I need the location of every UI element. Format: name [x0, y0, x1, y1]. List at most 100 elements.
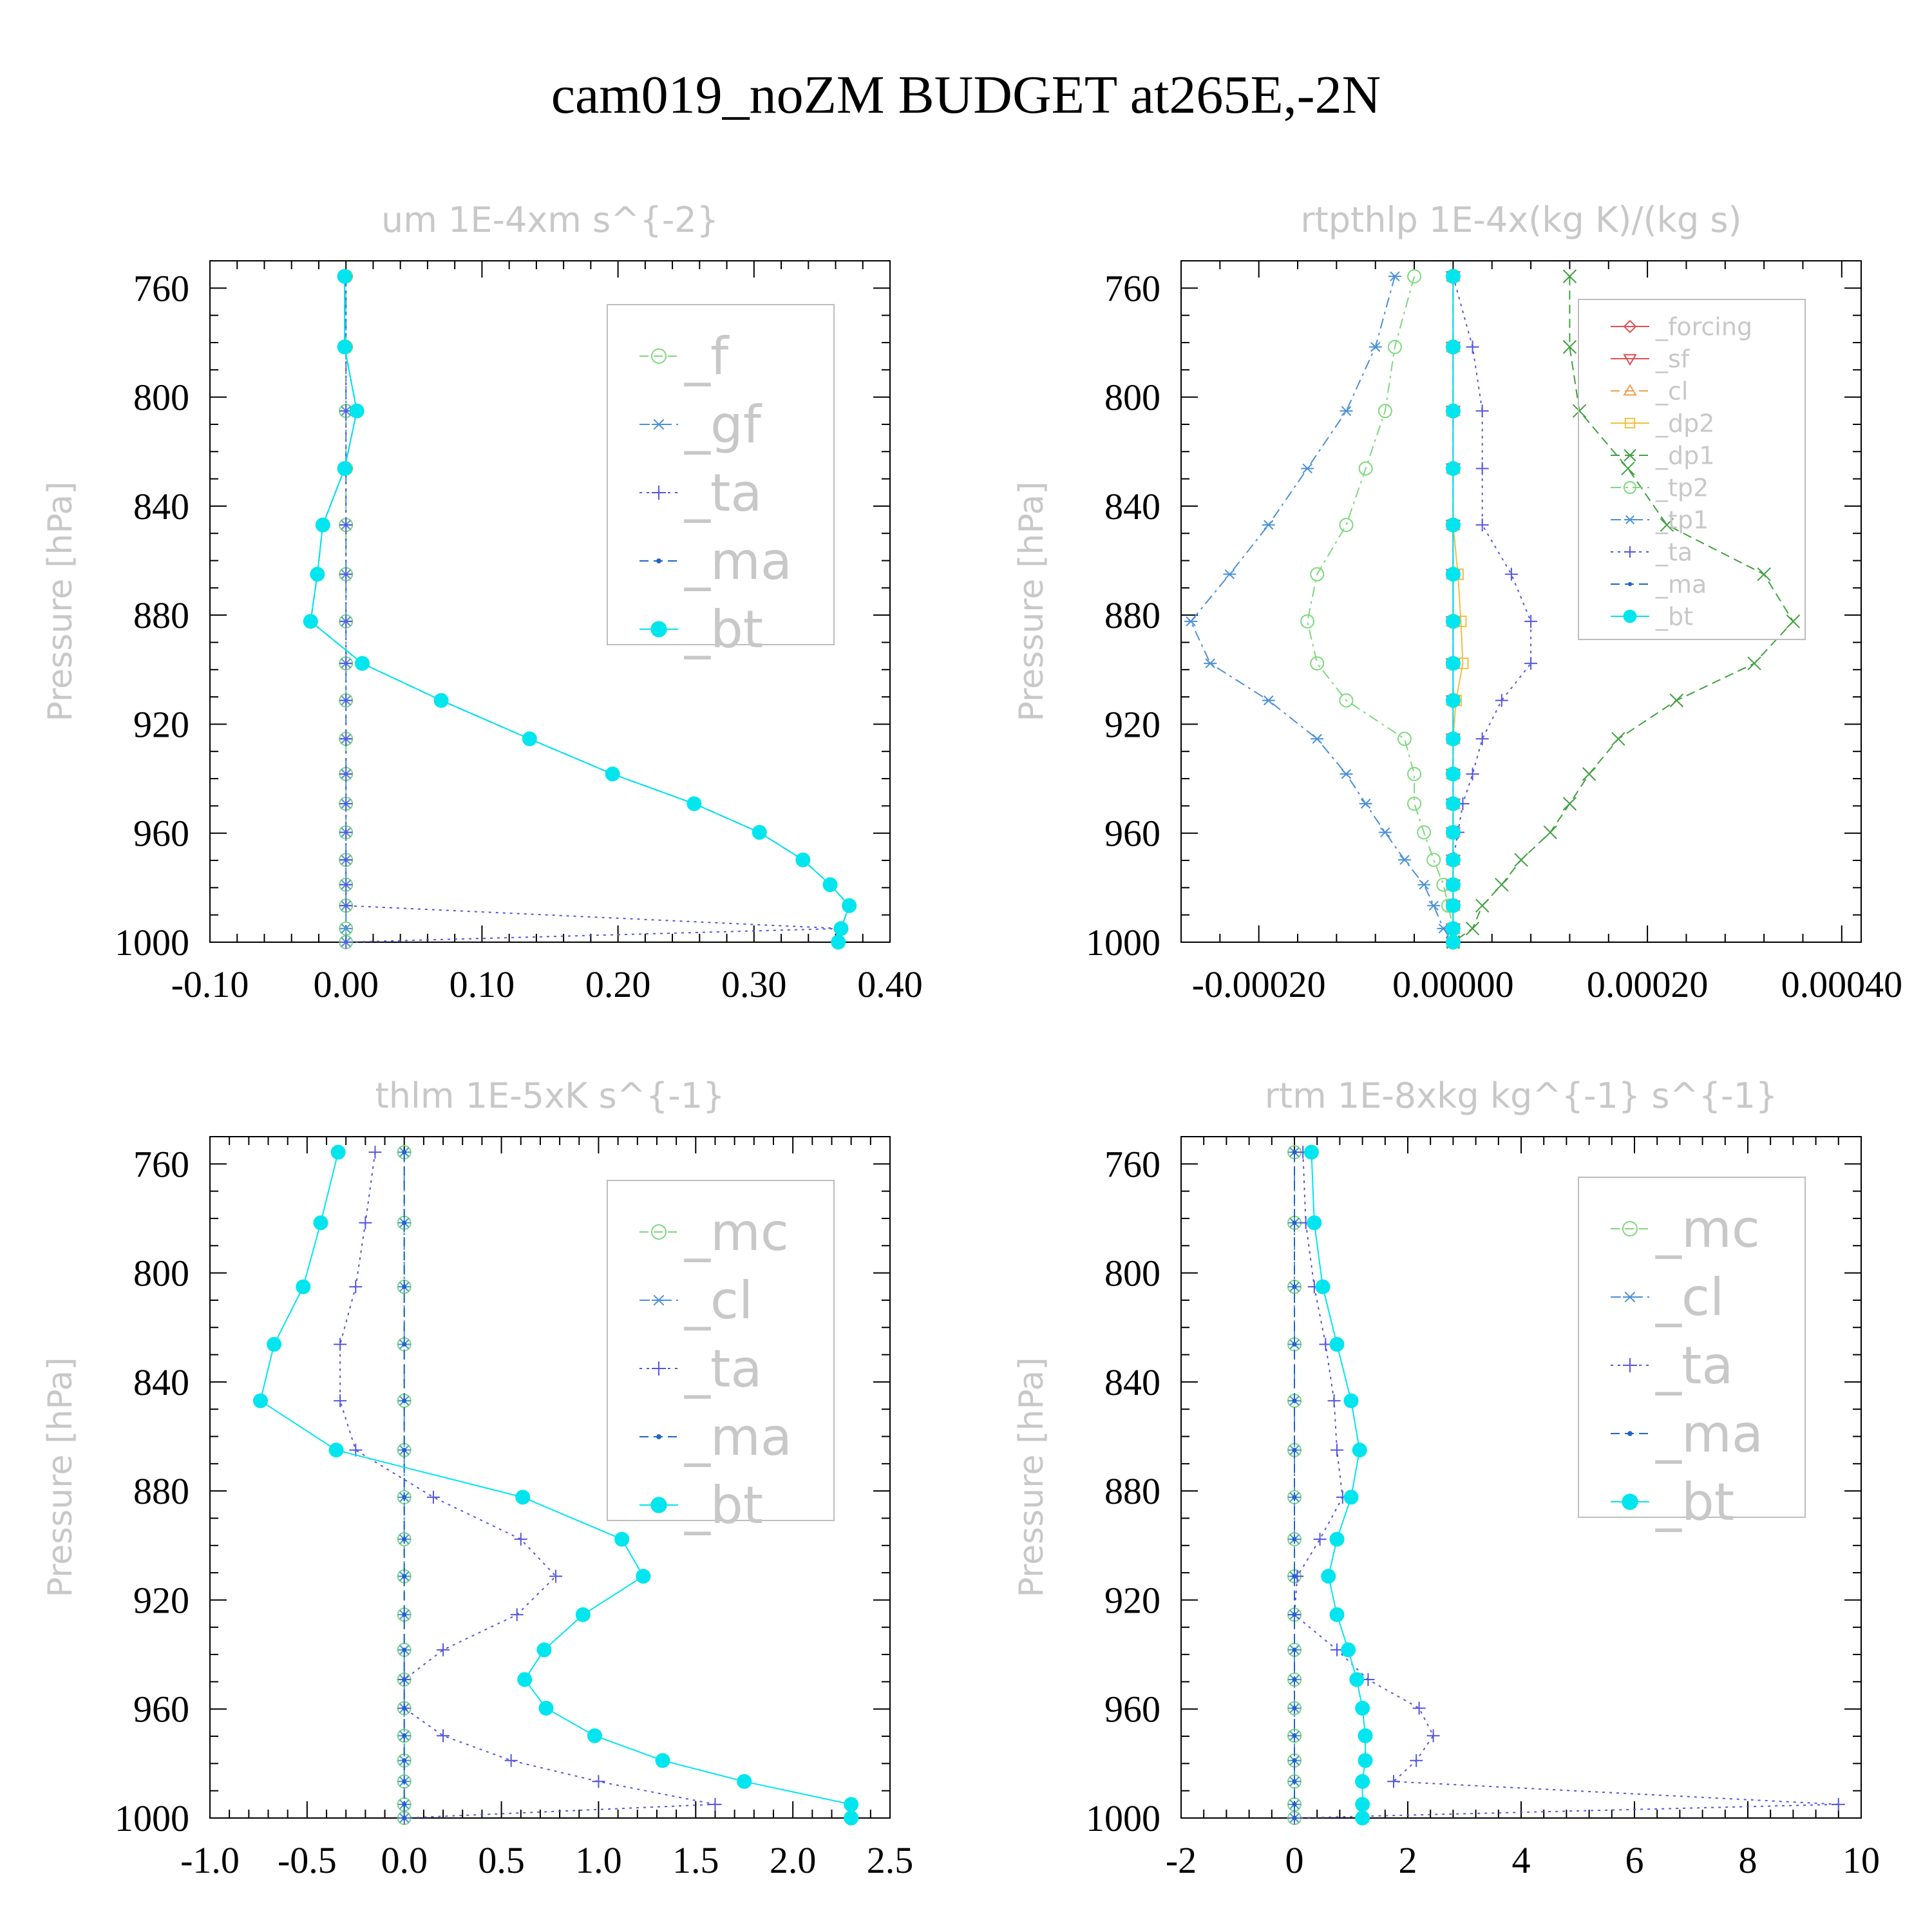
data-point	[1292, 1815, 1297, 1821]
x-tick-label: 2.5	[867, 1839, 914, 1881]
data-point	[1355, 1810, 1370, 1826]
data-point	[1445, 567, 1461, 582]
data-point	[1410, 1754, 1423, 1767]
data-point	[1292, 1779, 1297, 1784]
data-point	[1466, 340, 1479, 354]
legend-label: _ma	[1655, 570, 1707, 598]
series-line	[1307, 276, 1454, 942]
data-point	[1292, 1705, 1297, 1710]
legend-label: _ta	[1655, 1336, 1733, 1396]
data-point	[437, 1729, 450, 1743]
data-point	[339, 732, 353, 746]
data-point	[737, 1774, 752, 1789]
data-point	[1355, 1774, 1370, 1789]
legend: _f _gf _ta _ma _bt	[607, 304, 835, 659]
data-point	[1184, 616, 1198, 627]
data-point	[1355, 1797, 1370, 1812]
data-point	[1343, 1490, 1359, 1505]
y-tick-label: 880	[133, 594, 189, 636]
data-point	[402, 1284, 407, 1289]
data-point	[368, 1146, 382, 1159]
data-point	[1514, 853, 1528, 867]
data-point	[1445, 403, 1461, 419]
data-point	[1445, 766, 1461, 782]
data-point	[1292, 1448, 1297, 1453]
data-point	[252, 1393, 268, 1408]
data-point	[844, 1797, 859, 1812]
legend-label: _sf	[1655, 345, 1690, 373]
y-tick-label: 840	[1104, 486, 1160, 527]
data-point	[1292, 1150, 1297, 1155]
series-ta	[1288, 1146, 1845, 1824]
y-tick-label: 920	[1104, 1579, 1160, 1621]
legend-label: _bt	[1655, 1472, 1734, 1532]
data-point	[296, 1279, 311, 1294]
data-point	[1397, 732, 1412, 746]
data-point	[1407, 797, 1422, 811]
series-line	[310, 276, 850, 943]
data-point	[339, 567, 353, 581]
data-point	[1321, 1569, 1336, 1584]
data-point	[831, 934, 846, 950]
legend-label: _cl	[1655, 1267, 1724, 1327]
data-point	[339, 826, 353, 839]
legend-box	[607, 304, 835, 645]
legend-label: _bt	[684, 600, 763, 659]
data-point	[1292, 1341, 1297, 1347]
legend-label: _dp2	[1655, 409, 1714, 437]
y-tick-label: 800	[133, 377, 189, 419]
data-point	[1524, 657, 1538, 670]
x-tick-label: 6	[1625, 1839, 1644, 1881]
data-point	[1311, 734, 1324, 744]
data-point	[402, 1705, 407, 1710]
series-ma	[308, 274, 852, 945]
legend-label: _ta	[684, 1339, 762, 1399]
legend: _forcing _sf _cl _dp2 _dp1 _tp2 _tp1 _ta _ma _bt	[1578, 299, 1806, 640]
data-point	[842, 898, 857, 913]
data-point	[1358, 461, 1373, 476]
data-point	[1417, 825, 1432, 840]
data-point	[1292, 1495, 1297, 1500]
y-tick-label: 960	[1104, 813, 1160, 855]
legend-box	[1578, 299, 1806, 640]
legend-label: _tp2	[1655, 473, 1709, 502]
data-point	[833, 921, 849, 936]
y-tick-label: 800	[1104, 1253, 1160, 1294]
x-tick-label: 10	[1842, 1839, 1880, 1881]
data-point	[402, 1802, 407, 1807]
y-tick-label: 760	[1104, 267, 1160, 309]
data-point	[315, 517, 330, 533]
data-point	[1204, 658, 1217, 668]
data-point	[575, 1607, 591, 1622]
y-tick-label: 760	[133, 267, 189, 309]
data-point	[1223, 569, 1236, 580]
data-point	[402, 1733, 407, 1738]
data-point	[1378, 404, 1392, 419]
y-axis-label: Pressure [hPa]	[41, 482, 80, 722]
series-line	[310, 276, 850, 943]
legend-box	[1578, 1177, 1806, 1518]
data-point	[1262, 520, 1275, 530]
data-point	[1388, 271, 1401, 281]
data-point	[339, 518, 353, 532]
legend-marker	[1627, 582, 1633, 587]
data-point	[522, 731, 537, 746]
data-point	[1445, 693, 1461, 708]
data-point	[1329, 1531, 1345, 1547]
data-point	[514, 1533, 527, 1546]
x-tick-label: 1.0	[575, 1839, 622, 1881]
data-point	[1262, 695, 1275, 706]
data-point	[1445, 339, 1461, 355]
data-point	[1621, 461, 1635, 476]
legend-marker	[1624, 546, 1636, 558]
data-point	[1543, 825, 1557, 840]
legend-marker	[1622, 1493, 1638, 1510]
y-tick-label: 880	[1104, 594, 1160, 636]
data-point	[267, 1336, 282, 1352]
data-point	[426, 1490, 440, 1504]
data-point	[1445, 898, 1461, 913]
y-tick-label: 1000	[1086, 1797, 1160, 1839]
data-point	[1358, 1753, 1373, 1768]
data-point	[349, 403, 365, 419]
series-line	[1189, 276, 1454, 943]
